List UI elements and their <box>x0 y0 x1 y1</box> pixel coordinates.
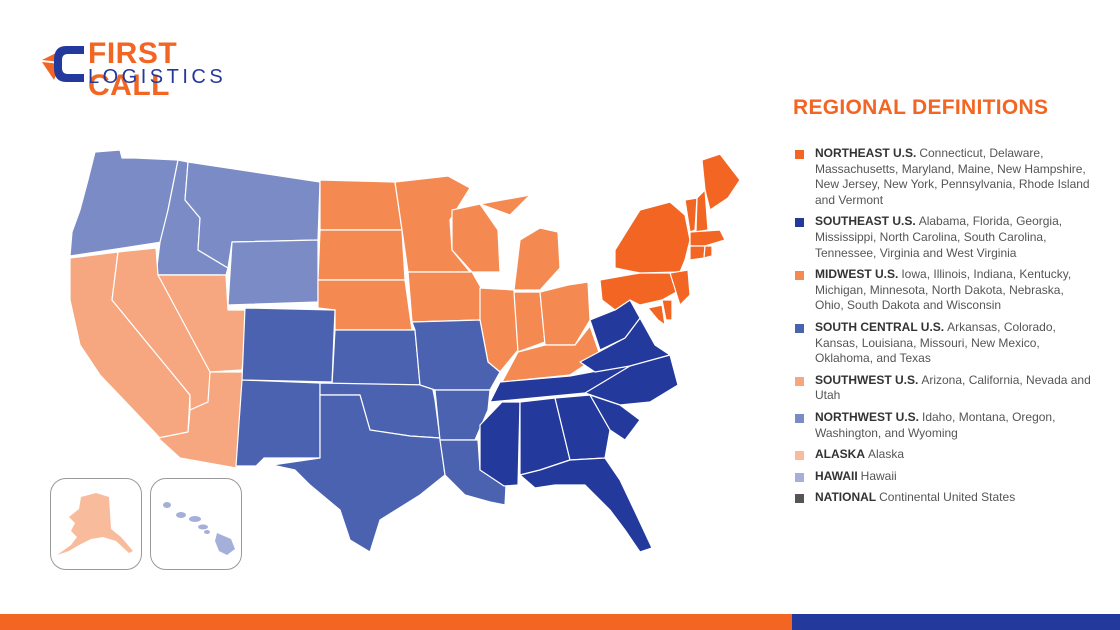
legend-swatch <box>795 376 804 386</box>
legend-region-states: Alabama, Florida, Georgia, Mississippi, … <box>815 214 1063 260</box>
legend-region-states: Hawaii <box>860 468 897 483</box>
legend-item-southeast: SOUTHEAST U.S. Alabama, Florida, Georgia,… <box>795 214 1095 261</box>
legend-region-states: Idaho, Montana, Oregon, Washington, and … <box>815 409 1056 440</box>
legend-swatch <box>795 150 804 159</box>
legend-item-south-central: SOUTH CENTRAL U.S. Arkansas, Colorado, Ka… <box>795 320 1095 367</box>
legend-item-northeast: NORTHEAST U.S. Connecticut, Delaware, Mas… <box>795 146 1095 208</box>
brand-name: FIRST CALL <box>88 37 178 102</box>
alaska-map <box>57 493 133 555</box>
hawaii-inset <box>150 478 242 570</box>
legend-item-northwest: NORTHWEST U.S. Idaho, Montana, Oregon, Wa… <box>795 410 1095 441</box>
legend-swatch <box>795 413 804 423</box>
region-southeast <box>479 299 679 553</box>
legend-region-states: Continental United States <box>879 490 1016 505</box>
legend-item-midwest: MIDWEST U.S. Iowa, Illinois, Indiana, Ken… <box>795 267 1095 314</box>
legend-swatch <box>795 323 804 333</box>
legend-item-hawaii: HAWAII Hawaii <box>795 469 1095 485</box>
legend-region-name: NATIONAL <box>815 490 877 505</box>
legend-region-states: Arkansas, Colorado, Kansas, Louisiana, M… <box>815 319 1056 366</box>
legend-region-name: ALASKA <box>815 447 865 462</box>
hawaii-map <box>163 502 235 555</box>
legend-region-name: MIDWEST U.S. <box>815 267 899 282</box>
region-southwest <box>69 247 251 469</box>
legend-item-alaska: ALASKA Alaska <box>795 447 1095 463</box>
legend-region-name: SOUTH CENTRAL U.S. <box>815 319 945 334</box>
brand-logo: FIRST CALL LOGISTICS <box>40 38 240 102</box>
legend-region-states: Iowa, Illinois, Indiana, Kentucky, Michi… <box>815 267 1072 313</box>
brand-tagline: LOGISTICS <box>88 66 227 88</box>
logo-mark-icon <box>42 46 84 82</box>
legend-title: REGIONAL DEFINITIONS <box>793 96 1049 119</box>
footer-bar-orange <box>0 614 792 630</box>
legend-item-national: NATIONAL Continental United States <box>795 490 1095 506</box>
legend-swatch <box>795 451 804 461</box>
legend-region-name: SOUTHWEST U.S. <box>815 372 919 387</box>
legend-region-states: Connecticut, Delaware, Massachusetts, Ma… <box>815 146 1090 207</box>
legend-region-states: Alaska <box>868 447 905 462</box>
alaska-inset <box>50 478 142 570</box>
legend-region-name: SOUTHEAST U.S. <box>815 214 916 229</box>
region-midwest <box>317 175 601 383</box>
legend-region-name: NORTHEAST U.S. <box>815 146 917 160</box>
regional-legend: NORTHEAST U.S. Connecticut, Delaware, Mas… <box>795 146 1095 512</box>
region-northwest <box>69 149 321 306</box>
legend-item-southwest: SOUTHWEST U.S. Arizona, California, Nevad… <box>795 373 1095 404</box>
legend-swatch <box>795 271 804 281</box>
us-regions-map <box>69 149 740 553</box>
legend-region-name: HAWAII <box>815 468 858 483</box>
region-south-central <box>235 307 507 553</box>
legend-swatch <box>795 218 804 228</box>
region-northeast <box>599 153 740 326</box>
legend-swatch <box>795 494 804 504</box>
legend-region-name: NORTHWEST U.S. <box>815 409 919 424</box>
legend-region-states: Arizona, California, Nevada and Utah <box>815 372 1091 403</box>
legend-swatch <box>795 472 804 482</box>
footer-bar-blue <box>792 614 1120 630</box>
